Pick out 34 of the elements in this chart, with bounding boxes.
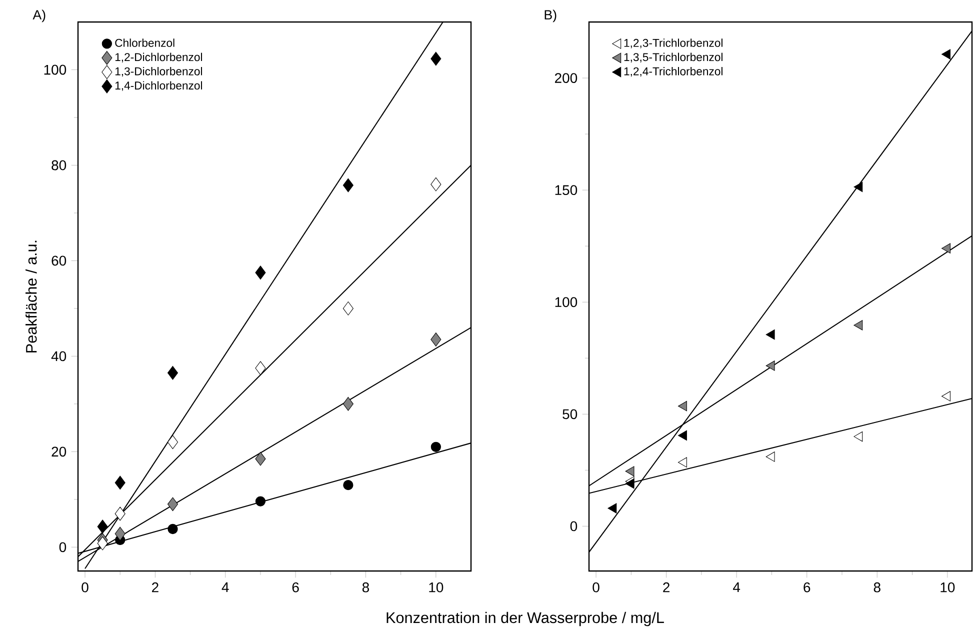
x-tick-label: 4 [222,582,229,592]
chart-title: B) [544,10,556,22]
x-tick-label: 8 [874,582,880,592]
x-tick-label: 4 [733,582,740,592]
y-tick-label: 150 [555,185,578,196]
y-tick-label: 0 [570,521,578,532]
x-tick-label: 8 [362,582,370,592]
y-tick-label: 20 [52,446,66,457]
legend-label: Chlorbenzol [115,38,174,47]
y-tick-label: 200 [554,73,578,83]
x-tick-label: 0 [82,582,88,592]
legend-label: 1,2-Dichlorbenzol [115,52,202,62]
x-tick-label: 6 [804,582,810,592]
x-tick-label: 2 [152,582,158,592]
x-tick-label: 6 [292,582,299,592]
y-tick-label: 100 [44,64,66,75]
legend-label: 1,2,4-Trichlorbenzol [624,67,722,77]
x-axis-title: Konzentration in der Wasserprobe / mg/L [386,612,664,626]
y-tick-label: 60 [52,256,66,266]
y-tick-label: 0 [59,542,66,552]
y-tick-label: 50 [562,409,578,420]
x-tick-label: 0 [592,582,600,592]
y-axis-title: Peakfläche / a.u. [26,240,37,352]
x-tick-label: 10 [940,582,955,592]
chart-title: A) [32,10,46,22]
legend-label: 1,4-Dichlorbenzol [115,81,202,91]
x-tick-label: 10 [429,582,444,592]
legend-label: 1,3-Dichlorbenzol [115,67,202,77]
legend-label: 1,3,5-Trichlorbenzol [624,52,722,62]
y-tick-label: 40 [51,351,66,362]
y-tick-label: 80 [52,160,66,170]
x-tick-label: 2 [663,582,670,592]
y-tick-label: 100 [555,297,578,308]
legend-label: 1,2,3-Trichlorbenzol [624,38,722,48]
